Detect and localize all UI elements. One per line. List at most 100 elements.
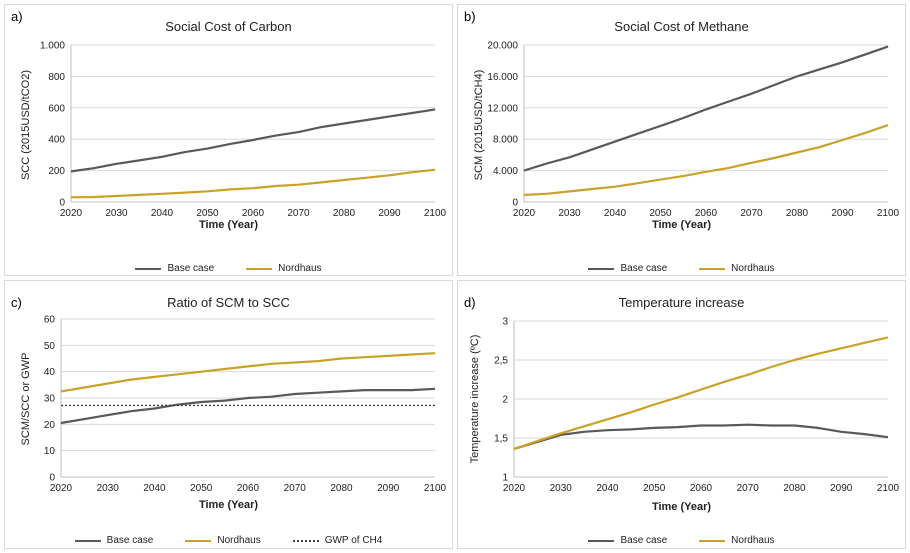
x-tick-label: 2090 (378, 208, 401, 219)
plot-area: 1 1,5 2 2,5 3 2020 2030 2040 2050 2060 2070 2080 209… (494, 317, 900, 495)
x-tick-label: 2060 (237, 483, 260, 494)
x-tick-label: 2030 (558, 208, 581, 219)
panel-label: c) (11, 295, 22, 310)
x-tick-label: 2030 (97, 483, 120, 494)
x-tick-label: 2090 (830, 483, 853, 494)
legend: Base case Nordhaus GWP of CH4 (5, 535, 452, 546)
series-line-base-case (70, 108, 436, 173)
chart-panel-scm: b) Social Cost of Methane SCM (2015USD/t… (457, 4, 906, 276)
legend-label: Base case (620, 263, 668, 274)
x-tick-label: 2070 (284, 483, 307, 494)
chart-title: Social Cost of Carbon (165, 19, 292, 34)
y-tick-label: 20 (44, 420, 56, 431)
legend-item: Nordhaus (185, 535, 261, 546)
y-tick-label: 0 (59, 198, 65, 209)
legend: Base case Nordhaus (458, 263, 905, 274)
legend-swatch (588, 267, 615, 270)
x-tick-label: 2020 (60, 208, 83, 219)
y-tick-label: 30 (44, 394, 56, 405)
x-tick-label: 2050 (196, 208, 219, 219)
legend-label: GWP of CH4 (324, 535, 383, 546)
legend-swatch (74, 539, 101, 542)
legend-label: Base case (620, 535, 668, 546)
chart-title: Temperature increase (618, 295, 745, 310)
x-tick-label: 2020 (503, 483, 526, 494)
legend-swatch (185, 539, 212, 542)
x-tick-label: 2030 (550, 483, 573, 494)
y-tick-label: 0 (512, 198, 518, 209)
x-tick-label: 2050 (190, 483, 213, 494)
y-tick-label: 600 (48, 103, 65, 114)
x-tick-label: 2090 (831, 208, 854, 219)
panel-label: b) (464, 9, 476, 24)
legend-item: Base case (588, 263, 667, 274)
series-line-nordhaus (60, 352, 436, 393)
y-tick-label: 1.000 (40, 41, 65, 52)
plot-area: 0 4.000 8.000 12.000 16.000 20.000 2020 2030 204… (487, 41, 900, 220)
y-tick-label: 0 (49, 473, 55, 484)
x-tick-label: 2080 (333, 208, 356, 219)
legend-label: Nordhaus (217, 535, 261, 546)
legend-item: Base case (588, 535, 667, 546)
legend-swatch (246, 267, 273, 270)
y-tick-label: 4.000 (493, 166, 518, 177)
y-tick-label: 800 (48, 72, 65, 83)
chart-title: Social Cost of Methane (614, 19, 749, 34)
y-tick-label: 10 (44, 446, 56, 457)
x-tick-label: 2070 (287, 208, 310, 219)
x-tick-label: 2080 (783, 483, 806, 494)
legend-label: Base case (167, 263, 215, 274)
legend-item: Nordhaus (246, 263, 322, 274)
y-tick-label: 16.000 (487, 72, 518, 83)
legend-swatch (588, 539, 615, 542)
x-tick-label: 2040 (596, 483, 619, 494)
x-tick-label: 2100 (877, 208, 900, 219)
panel-label: d) (464, 295, 476, 310)
legend-swatch (135, 267, 162, 270)
x-tick-label: 2070 (740, 208, 763, 219)
x-tick-label: 2060 (690, 483, 713, 494)
legend-swatch (699, 267, 726, 270)
x-axis-label: Time (Year) (651, 219, 712, 231)
legend-item: GWP of CH4 (292, 535, 383, 546)
legend-label: Base case (106, 535, 154, 546)
x-tick-label: 2100 (424, 483, 447, 494)
panel-label: a) (11, 9, 23, 24)
series-line-nordhaus (513, 336, 889, 450)
legend-label: Nordhaus (731, 535, 775, 546)
x-tick-label: 2050 (649, 208, 672, 219)
y-tick-label: 50 (44, 341, 56, 352)
legend: Base case Nordhaus (458, 535, 905, 546)
legend-label: Nordhaus (731, 263, 775, 274)
x-tick-label: 2090 (377, 483, 400, 494)
x-tick-label: 2070 (737, 483, 760, 494)
x-tick-label: 2100 (877, 483, 900, 494)
chart-panel-temperature: d) Temperature increase Temperature incr… (457, 280, 906, 549)
series-line-base-case (513, 423, 889, 450)
series-line-nordhaus (523, 124, 889, 196)
y-tick-label: 12.000 (487, 103, 518, 114)
legend-label: Nordhaus (278, 263, 322, 274)
legend-item: Nordhaus (699, 535, 775, 546)
x-tick-label: 2040 (151, 208, 174, 219)
series-line-nordhaus (70, 168, 436, 199)
y-tick-label: 8.000 (493, 135, 518, 146)
x-axis-label: Time (Year) (651, 501, 712, 513)
x-tick-label: 2080 (786, 208, 809, 219)
x-tick-label: 2080 (330, 483, 353, 494)
y-tick-label: 20.000 (487, 41, 518, 52)
plot-area: 0 200 400 600 800 1.000 2020 2030 2040 2050 2060 20… (40, 41, 447, 220)
chart-title: Ratio of SCM to SCC (167, 295, 290, 310)
x-tick-label: 2040 (604, 208, 627, 219)
x-tick-label: 2060 (242, 208, 265, 219)
x-axis-label: Time (Year) (198, 499, 259, 511)
y-tick-label: 40 (44, 367, 56, 378)
y-tick-label: 2 (502, 395, 508, 406)
x-tick-label: 2060 (695, 208, 718, 219)
x-tick-label: 2050 (643, 483, 666, 494)
y-tick-label: 1 (502, 473, 508, 484)
x-tick-label: 2040 (143, 483, 166, 494)
